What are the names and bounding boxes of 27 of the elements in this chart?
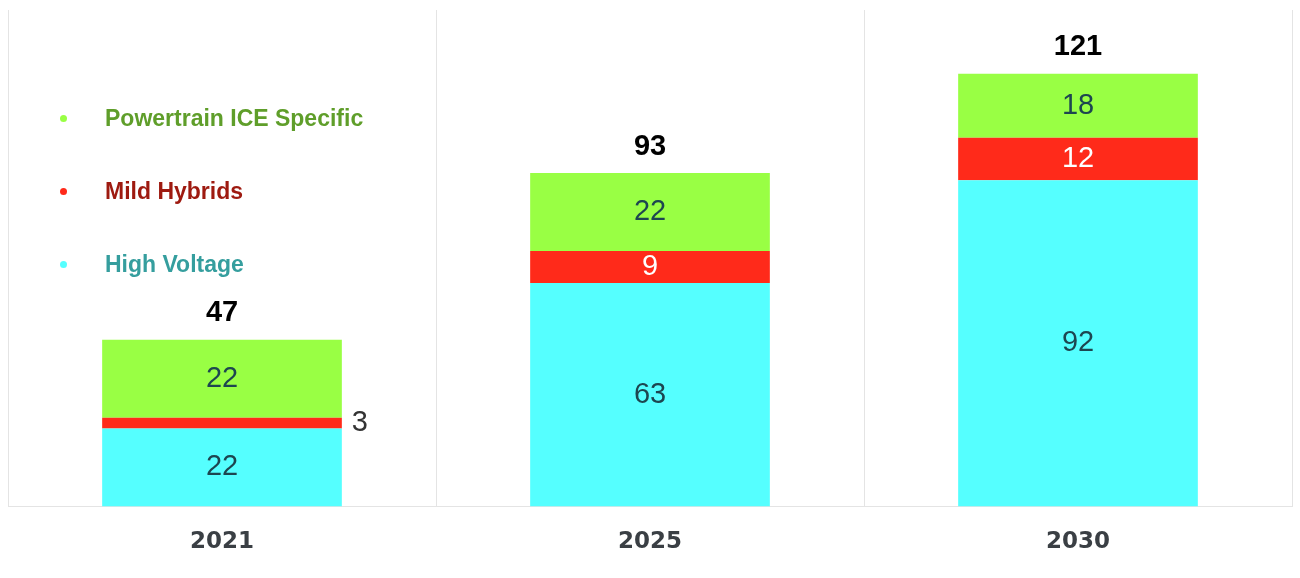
bar — [102, 428, 342, 507]
x-tick-label: 2030 — [1045, 527, 1111, 554]
bar — [958, 180, 1198, 507]
x-tick-label: 2021 — [189, 527, 255, 554]
bar — [530, 251, 770, 284]
x-tick-label: 2025 — [617, 527, 683, 554]
data-label: 12 — [1061, 140, 1095, 173]
legend-label: Mild Hybrids — [105, 178, 244, 205]
bar — [958, 137, 1198, 181]
data-label: 9 — [641, 249, 659, 282]
legend-label: High Voltage — [105, 251, 244, 278]
data-label: 63 — [633, 376, 667, 409]
total-label: 47 — [205, 295, 239, 328]
data-label: 3 — [351, 405, 368, 438]
bar — [530, 173, 770, 252]
bar — [958, 73, 1198, 138]
legend-label: Powertrain ICE Specific — [105, 105, 364, 132]
bar — [102, 339, 342, 418]
total-label: 93 — [633, 128, 667, 161]
bar — [530, 283, 770, 507]
data-label: 22 — [633, 194, 667, 227]
total-label: 121 — [1053, 29, 1103, 62]
data-label: 22 — [205, 360, 239, 393]
data-label: 18 — [1061, 87, 1095, 120]
data-label: 92 — [1061, 325, 1095, 358]
bar — [102, 417, 342, 429]
data-label: 22 — [205, 449, 239, 482]
